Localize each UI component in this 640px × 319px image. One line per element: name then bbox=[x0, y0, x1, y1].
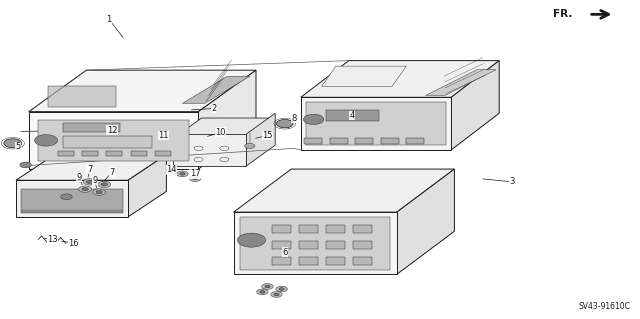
Polygon shape bbox=[234, 169, 454, 212]
Circle shape bbox=[79, 186, 92, 192]
Circle shape bbox=[177, 171, 188, 177]
Polygon shape bbox=[128, 155, 166, 217]
Bar bbox=[131, 151, 147, 156]
Bar bbox=[21, 189, 123, 213]
Circle shape bbox=[257, 289, 268, 295]
Circle shape bbox=[86, 180, 93, 183]
Polygon shape bbox=[16, 180, 128, 217]
Polygon shape bbox=[173, 118, 275, 139]
Bar bbox=[330, 138, 348, 144]
Polygon shape bbox=[426, 70, 496, 95]
Text: 10: 10 bbox=[216, 128, 226, 137]
Circle shape bbox=[93, 189, 106, 195]
Circle shape bbox=[82, 188, 88, 191]
Polygon shape bbox=[173, 134, 246, 166]
Bar bbox=[38, 120, 189, 161]
Bar bbox=[306, 102, 446, 145]
Bar bbox=[155, 151, 171, 156]
Bar bbox=[63, 123, 120, 132]
Bar bbox=[304, 138, 322, 144]
Text: 12: 12 bbox=[107, 126, 117, 135]
Bar bbox=[326, 241, 345, 249]
Text: 13: 13 bbox=[47, 235, 58, 244]
Polygon shape bbox=[234, 212, 397, 274]
Circle shape bbox=[180, 173, 185, 175]
Bar bbox=[240, 217, 390, 270]
Circle shape bbox=[237, 233, 266, 247]
Polygon shape bbox=[198, 70, 256, 169]
Bar bbox=[326, 110, 379, 121]
Polygon shape bbox=[29, 112, 198, 169]
Bar bbox=[299, 257, 318, 265]
Polygon shape bbox=[29, 70, 256, 112]
Circle shape bbox=[303, 114, 324, 124]
Bar bbox=[58, 151, 74, 156]
Bar bbox=[355, 138, 373, 144]
Circle shape bbox=[61, 194, 72, 200]
Text: 11: 11 bbox=[158, 131, 168, 140]
Text: 1: 1 bbox=[106, 15, 111, 24]
Bar bbox=[299, 225, 318, 233]
Text: 8: 8 bbox=[292, 114, 297, 122]
Text: 14: 14 bbox=[166, 165, 177, 174]
Circle shape bbox=[83, 179, 96, 185]
Text: 4: 4 bbox=[349, 111, 355, 120]
Bar bbox=[353, 257, 372, 265]
Circle shape bbox=[244, 144, 255, 149]
Circle shape bbox=[271, 292, 282, 297]
Polygon shape bbox=[397, 169, 454, 274]
Circle shape bbox=[96, 190, 102, 194]
Polygon shape bbox=[301, 61, 499, 97]
Circle shape bbox=[276, 119, 293, 128]
Polygon shape bbox=[16, 155, 166, 180]
Polygon shape bbox=[182, 77, 250, 103]
Text: 7: 7 bbox=[109, 168, 115, 177]
Text: 15: 15 bbox=[262, 131, 273, 140]
Circle shape bbox=[274, 293, 279, 296]
Circle shape bbox=[101, 183, 108, 186]
Circle shape bbox=[276, 286, 287, 292]
Text: SV43-91610C: SV43-91610C bbox=[579, 302, 630, 311]
Text: FR.: FR. bbox=[554, 9, 573, 19]
Polygon shape bbox=[321, 66, 406, 86]
Bar bbox=[272, 257, 291, 265]
Text: 7: 7 bbox=[87, 165, 92, 174]
Text: 5: 5 bbox=[15, 142, 20, 151]
Bar bbox=[82, 151, 98, 156]
Polygon shape bbox=[301, 97, 451, 150]
Text: 6: 6 bbox=[282, 248, 287, 256]
Bar bbox=[272, 241, 291, 249]
Text: 9: 9 bbox=[77, 173, 82, 182]
Bar bbox=[353, 241, 372, 249]
Text: 17: 17 bbox=[190, 169, 200, 178]
Bar bbox=[381, 138, 399, 144]
Bar bbox=[406, 138, 424, 144]
Bar bbox=[63, 136, 152, 148]
Text: 9: 9 bbox=[92, 176, 97, 185]
Text: 2: 2 bbox=[212, 104, 217, 113]
Bar bbox=[326, 225, 345, 233]
Text: 3: 3 bbox=[509, 177, 515, 186]
Bar bbox=[272, 225, 291, 233]
Text: 16: 16 bbox=[68, 239, 79, 248]
Circle shape bbox=[98, 181, 111, 188]
Circle shape bbox=[20, 162, 31, 168]
Circle shape bbox=[260, 291, 265, 293]
Circle shape bbox=[262, 284, 273, 289]
Circle shape bbox=[265, 285, 270, 288]
Bar bbox=[48, 86, 116, 107]
Circle shape bbox=[4, 139, 22, 148]
Bar bbox=[299, 241, 318, 249]
Polygon shape bbox=[451, 61, 499, 150]
Circle shape bbox=[35, 135, 58, 146]
Bar bbox=[22, 210, 122, 212]
Circle shape bbox=[279, 288, 284, 290]
Circle shape bbox=[193, 177, 198, 180]
Bar bbox=[326, 257, 345, 265]
Circle shape bbox=[189, 176, 201, 182]
Polygon shape bbox=[246, 113, 275, 166]
Bar bbox=[353, 225, 372, 233]
Bar bbox=[106, 151, 122, 156]
